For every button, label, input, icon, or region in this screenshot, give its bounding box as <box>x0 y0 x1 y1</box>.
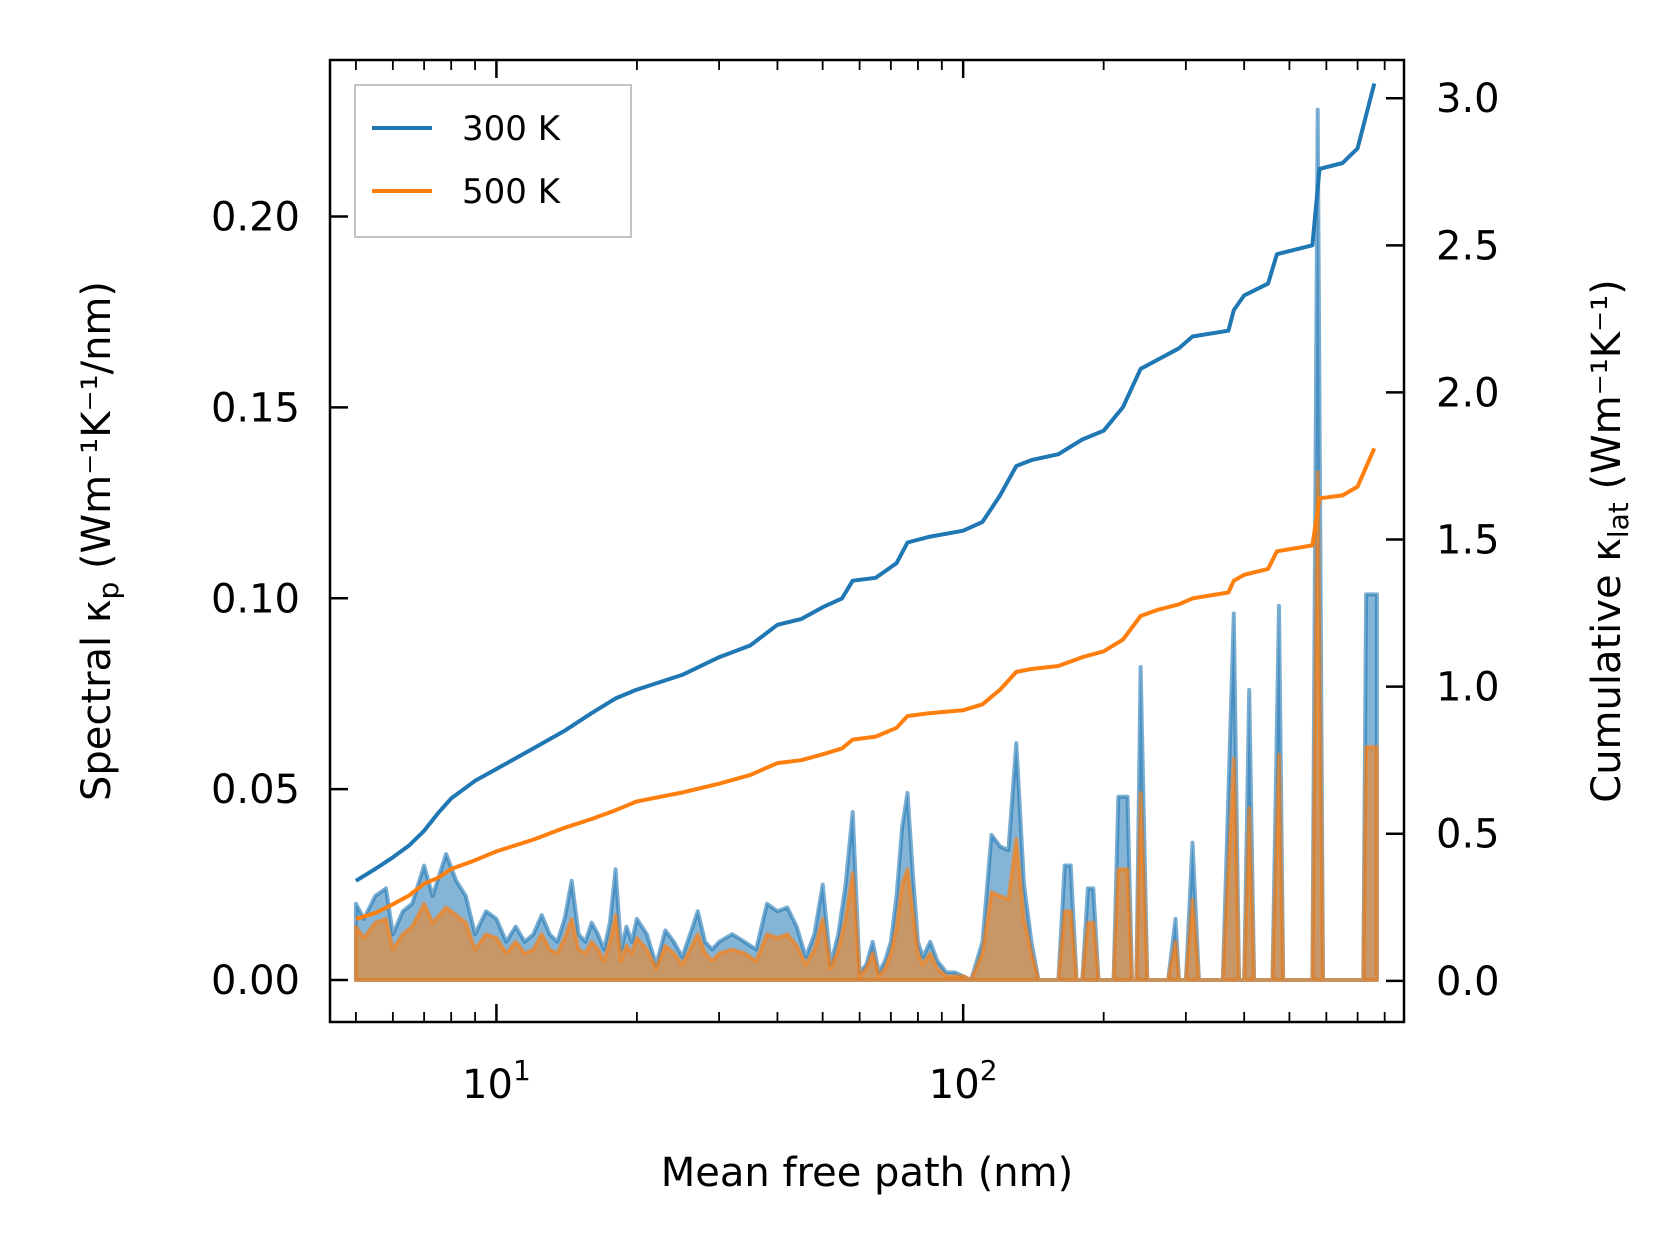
legend-label-500k: 500 K <box>462 172 562 212</box>
y-axis-left-label: Spectral κp (Wm⁻¹K⁻¹/nm) <box>74 281 125 801</box>
x-tick-label: 101 <box>462 1054 531 1108</box>
y-right-tick-label: 2.5 <box>1436 223 1500 269</box>
y-right-tick-label: 1.5 <box>1436 518 1500 564</box>
cumulative-lines <box>354 83 1377 921</box>
y-right-tick-label: 1.0 <box>1436 665 1500 711</box>
y-left-tick-label: 0.20 <box>211 195 300 241</box>
x-axis-label: Mean free path (nm) <box>661 1150 1073 1196</box>
y-right-tick-label: 0.0 <box>1436 959 1500 1005</box>
plot-frame <box>328 58 1406 1024</box>
y-left-tick-label: 0.15 <box>211 385 300 431</box>
y-right-tick-label: 0.5 <box>1436 812 1500 858</box>
legend-box <box>354 84 632 238</box>
axis-ticks <box>330 60 1404 1022</box>
y-left-tick-label: 0.10 <box>211 576 300 622</box>
cumulative-line-300k <box>354 83 1377 883</box>
x-tick-label: 102 <box>929 1054 998 1108</box>
y-left-tick-label: 0.00 <box>211 958 300 1004</box>
tick-labels: 101 102 0.00 0.05 0.10 0.15 0.20 0.0 0.5 1.0 1.5 2.… <box>211 76 1500 1108</box>
y-left-tick-label: 0.05 <box>211 767 300 813</box>
cumulative-line-500k <box>355 447 1377 921</box>
y-axis-right-label: Cumulative κlat (Wm⁻¹K⁻¹) <box>1584 279 1635 802</box>
legend: 300 K 500 K <box>354 84 632 238</box>
spectral-fills <box>353 107 1379 982</box>
y-right-tick-label: 2.0 <box>1436 370 1500 416</box>
y-right-tick-label: 3.0 <box>1436 76 1500 122</box>
spectral-area-500k <box>353 470 1379 982</box>
legend-label-300k: 300 K <box>462 109 562 149</box>
